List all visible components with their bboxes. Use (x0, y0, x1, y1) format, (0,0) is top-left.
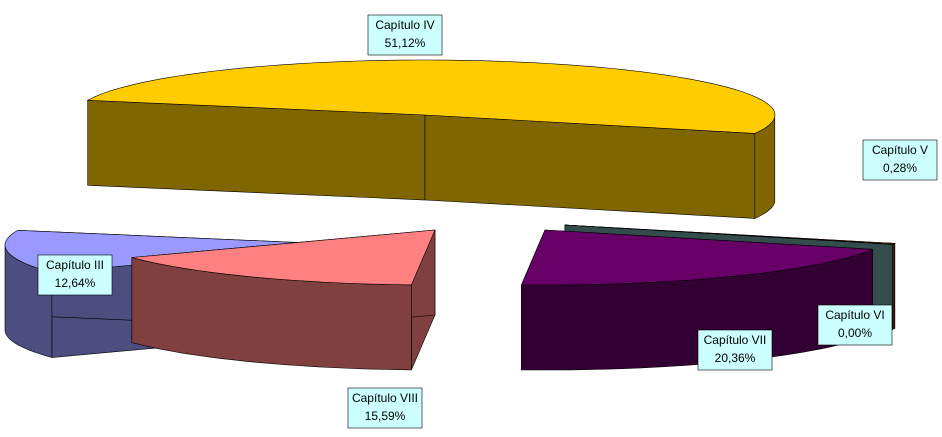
data-label-name: Capítulo IV (375, 18, 434, 32)
slice-side (892, 242, 896, 330)
slice-wall (87, 99, 426, 201)
data-label-name: Capítulo VI (825, 308, 884, 322)
data-label-name: Capítulo VIII (352, 391, 418, 405)
slice (520, 229, 873, 371)
slice (131, 229, 436, 371)
data-label-name: Capítulo III (46, 258, 104, 272)
data-label-value: 51,12% (385, 36, 426, 50)
data-label-box (862, 139, 938, 181)
slice-top (520, 229, 873, 286)
data-label-box (697, 329, 773, 371)
data-label-box (817, 304, 893, 346)
data-label-value: 15,59% (365, 409, 406, 423)
data-label-name: Capítulo V (872, 143, 928, 157)
data-label-name: Capítulo VII (704, 333, 767, 347)
data-label-value: 12,64% (55, 276, 96, 290)
data-label-value: 0,28% (883, 161, 917, 175)
slice-top (564, 224, 893, 245)
data-label-box (37, 254, 113, 296)
data-label-box (347, 387, 423, 429)
data-label-box (367, 14, 443, 56)
slice-top (86, 59, 776, 134)
data-label-value: 0,00% (838, 326, 872, 340)
slice-top (131, 229, 436, 286)
data-label-value: 20,36% (715, 351, 756, 365)
slice (86, 59, 776, 219)
